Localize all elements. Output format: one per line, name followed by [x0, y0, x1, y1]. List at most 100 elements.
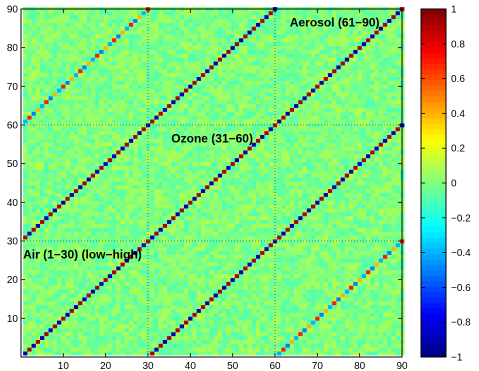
- heatmap-cell: [56, 150, 62, 155]
- heatmap-cell: [145, 26, 151, 31]
- heatmap-cell: [82, 339, 87, 344]
- heatmap-cell: [65, 10, 71, 16]
- heatmap-cell: [107, 146, 113, 151]
- heatmap-cell: [209, 38, 214, 43]
- heatmap-cell: [200, 328, 206, 333]
- heatmap-cell: [99, 215, 104, 221]
- heatmap-cell: [120, 335, 126, 340]
- heatmap-cell: [128, 49, 134, 54]
- heatmap-cell: [145, 188, 151, 194]
- heatmap-cell: [120, 331, 126, 337]
- heatmap-cell: [99, 65, 104, 70]
- heatmap-cell: [230, 22, 236, 27]
- heatmap-cell: [99, 335, 104, 340]
- heatmap-cell: [86, 26, 92, 31]
- heatmap-cell: [217, 142, 223, 147]
- heatmap-cell: [52, 270, 58, 275]
- heatmap-cell: [82, 312, 87, 317]
- heatmap-cell: [196, 65, 202, 70]
- heatmap-cell: [217, 304, 223, 310]
- heatmap-cell: [95, 324, 100, 329]
- heatmap-cell: [69, 41, 75, 47]
- heatmap-cell: [99, 173, 104, 178]
- heatmap-cell: [192, 215, 198, 221]
- heatmap-cell: [78, 150, 83, 155]
- heatmap-cell: [183, 215, 189, 221]
- heatmap-cell: [158, 154, 164, 159]
- heatmap-cell: [175, 339, 181, 344]
- heatmap-cell: [243, 92, 248, 97]
- heatmap-cell: [52, 111, 58, 116]
- heatmap-cell: [175, 115, 181, 120]
- heatmap-cell: [73, 10, 79, 16]
- heatmap-cell: [183, 266, 189, 271]
- heatmap-cell: [44, 304, 49, 310]
- heatmap-cell: [56, 285, 62, 290]
- heatmap-cell: [179, 80, 185, 85]
- heatmap-cell: [150, 242, 155, 248]
- heatmap-cell: [205, 134, 210, 139]
- heatmap-cell: [251, 10, 257, 16]
- heatmap-cell: [175, 343, 181, 348]
- heatmap-cell: [209, 289, 214, 294]
- heatmap-cell: [69, 134, 75, 139]
- heatmap-cell: [234, 208, 240, 213]
- heatmap-cell: [162, 184, 168, 190]
- heatmap-cell: [56, 88, 62, 93]
- heatmap-cell: [243, 246, 248, 252]
- heatmap-cell: [86, 235, 92, 240]
- heatmap-cell: [217, 80, 223, 85]
- heatmap-cell: [69, 96, 75, 101]
- heatmap-cell: [230, 80, 236, 85]
- heatmap-cell: [150, 41, 155, 47]
- heatmap-cell: [183, 38, 189, 43]
- heatmap-cell: [188, 235, 193, 240]
- heatmap-cell: [65, 351, 71, 356]
- heatmap-cell: [52, 254, 58, 259]
- heatmap-cell: [95, 84, 100, 89]
- heatmap-cell: [128, 14, 134, 20]
- heatmap-cell: [48, 68, 54, 74]
- heatmap-cell: [103, 297, 109, 302]
- heatmap-cell: [86, 161, 92, 166]
- heatmap-cell: [31, 76, 37, 81]
- heatmap-cell: [82, 38, 87, 43]
- heatmap-cell: [209, 115, 214, 120]
- heatmap-cell: [179, 339, 185, 344]
- heatmap-cell: [196, 107, 202, 112]
- heatmap-cell: [171, 38, 176, 43]
- heatmap-cell: [154, 308, 159, 313]
- heatmap-cell: [73, 161, 79, 166]
- heatmap-cell: [183, 173, 189, 178]
- heatmap-cell: [205, 293, 210, 298]
- heatmap-cell: [217, 231, 223, 236]
- heatmap-cell: [200, 181, 206, 186]
- heatmap-cell: [128, 41, 134, 47]
- heatmap-cell: [234, 22, 240, 27]
- heatmap-cell: [205, 223, 210, 228]
- heatmap-cell: [23, 30, 28, 35]
- heatmap-cell: [154, 184, 159, 190]
- heatmap-cell: [112, 150, 117, 155]
- heatmap-cell: [192, 285, 198, 290]
- heatmap-cell: [133, 154, 138, 159]
- heatmap-cell: [213, 184, 219, 190]
- heatmap-cell: [95, 223, 100, 228]
- heatmap-cell: [222, 34, 227, 39]
- heatmap-cell: [27, 76, 32, 81]
- heatmap-cell: [52, 169, 58, 174]
- heatmap-cell: [239, 270, 244, 275]
- heatmap-cell: [65, 68, 71, 74]
- heatmap-cell: [31, 277, 37, 282]
- heatmap-cell: [44, 111, 49, 116]
- heatmap-cell: [171, 184, 176, 190]
- heatmap-cell: [133, 266, 138, 271]
- heatmap-cell: [35, 154, 41, 159]
- heatmap-cell: [162, 53, 168, 58]
- heatmap-cell: [65, 99, 71, 105]
- heatmap-cell: [73, 308, 79, 313]
- heatmap-cell: [154, 88, 159, 93]
- heatmap-cell: [239, 212, 244, 217]
- heatmap-cell: [145, 84, 151, 89]
- heatmap-cell: [27, 223, 32, 228]
